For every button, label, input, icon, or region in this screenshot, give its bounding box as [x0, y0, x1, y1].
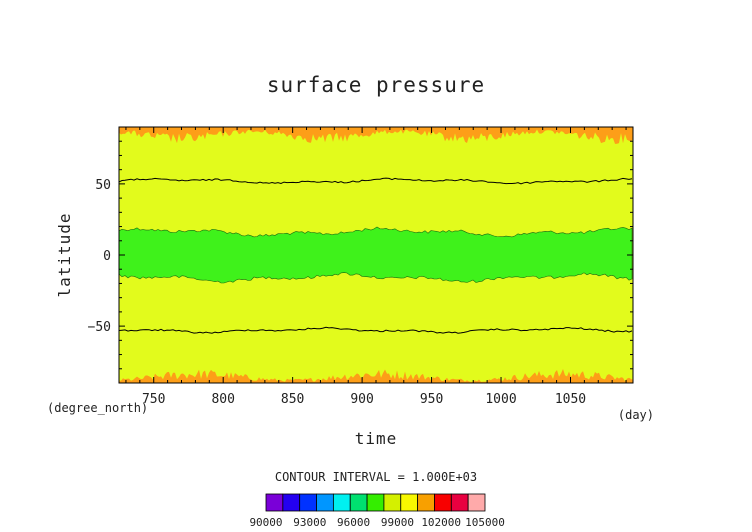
- colorbar-label: 105000: [465, 516, 505, 529]
- colorbar-swatch: [434, 493, 452, 512]
- colorbar-swatch: [450, 493, 469, 512]
- colorbar-swatch: [332, 493, 351, 512]
- contour-interval-text: CONTOUR INTERVAL = 1.000E+03: [275, 470, 477, 484]
- contour-line: [118, 326, 633, 334]
- x-tick-label: 800: [211, 392, 234, 407]
- colorbar-label: 90000: [249, 516, 282, 529]
- colorbar-label: 93000: [293, 516, 326, 529]
- colorbar-label: 96000: [337, 516, 370, 529]
- chart-title: surface pressure: [267, 73, 485, 97]
- colorbar-swatch: [316, 493, 334, 512]
- colorbar-swatch: [282, 493, 301, 512]
- colorbar-label: 99000: [381, 516, 414, 529]
- region-north-polar: [119, 127, 633, 144]
- x-tick-label: 850: [281, 392, 304, 407]
- colorbar-swatch: [299, 493, 317, 512]
- x-axis-unit: (day): [618, 408, 654, 422]
- colorbar-swatch: [366, 493, 385, 512]
- colorbar-label: 102000: [421, 516, 461, 529]
- y-tick-label: −50: [88, 320, 111, 335]
- plot-area: [118, 126, 634, 384]
- y-tick-label: 0: [103, 249, 111, 264]
- y-axis-ticks: 50 0 −50: [88, 140, 633, 370]
- x-tick-label: 750: [142, 392, 165, 407]
- region-south-polar: [119, 369, 633, 383]
- x-tick-label: 950: [420, 392, 443, 407]
- x-tick-label: 1000: [485, 392, 516, 407]
- colorbar-swatch: [265, 493, 284, 512]
- y-axis-label: latitude: [55, 212, 74, 297]
- y-axis-unit: (degree_north): [47, 401, 148, 415]
- colorbar: 90000 93000 96000 99000 102000 105000: [249, 493, 505, 529]
- colorbar-swatch: [467, 493, 486, 512]
- colorbar-swatch: [349, 493, 368, 512]
- x-axis-ticks: 750 800 850 900 950 1000 1050: [125, 127, 627, 407]
- colorbar-swatch: [417, 493, 435, 512]
- y-tick-label: 50: [95, 178, 111, 193]
- contour-line: [118, 177, 633, 185]
- colorbar-swatch: [383, 493, 402, 512]
- x-axis-label: time: [355, 429, 398, 448]
- colorbar-swatch: [400, 493, 419, 512]
- x-tick-label: 1050: [555, 392, 586, 407]
- x-tick-label: 900: [350, 392, 373, 407]
- region-equatorial-band: [118, 226, 633, 284]
